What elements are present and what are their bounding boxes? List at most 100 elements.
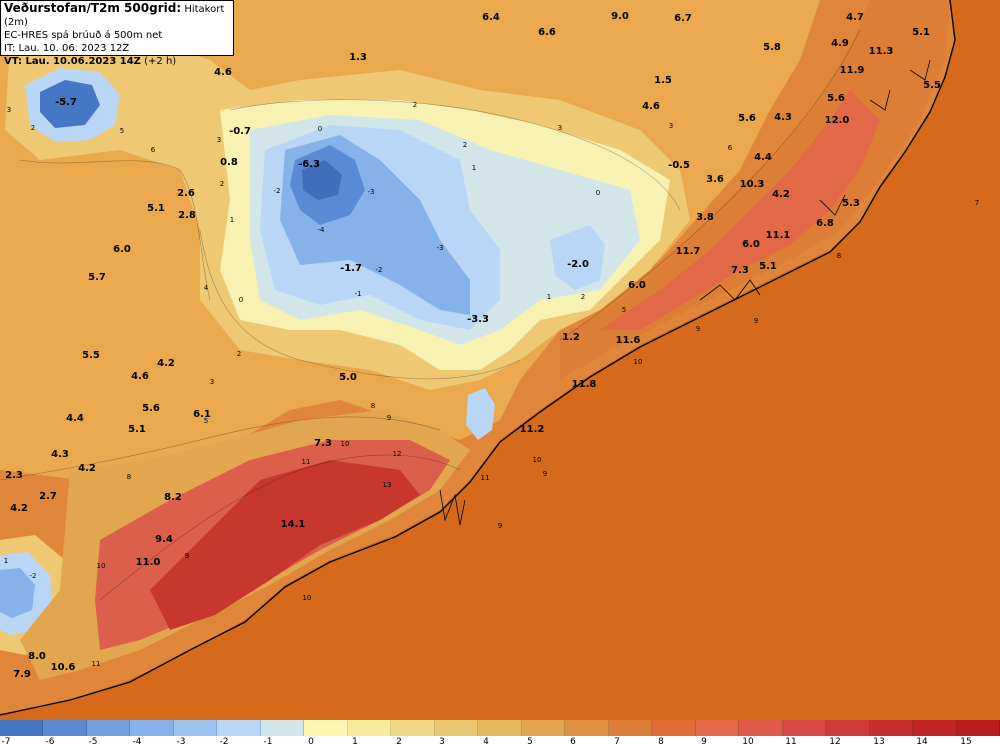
temperature-value-label: 5.7 <box>88 272 106 283</box>
legend-swatch <box>434 720 479 736</box>
isotherm-label: 8 <box>127 473 131 481</box>
sw-cold-core <box>0 568 35 618</box>
contour-lines <box>0 29 861 601</box>
info-subtitle: Hitakort (2m) <box>4 4 225 28</box>
temperature-value-label: 6.4 <box>482 12 500 23</box>
legend-bar <box>0 720 1000 736</box>
isotherm-label: 3 <box>7 106 11 114</box>
legend-swatch <box>956 720 1000 736</box>
isotherm-label: 2 <box>237 350 241 358</box>
temperature-value-label: 3.6 <box>706 174 724 185</box>
legend-swatch <box>565 720 609 736</box>
isotherm-label: 0 <box>596 189 600 197</box>
nw-cold-core <box>40 80 100 128</box>
temperature-value-label: 11.1 <box>766 230 791 241</box>
isotherm-label: 4 <box>204 284 209 292</box>
info-valid-time-line: VT: Lau. 10.06.2023 14Z (+2 h) <box>4 55 230 68</box>
legend-tick-label: -3 <box>176 737 186 747</box>
isotherm-label: 10 <box>97 562 106 570</box>
isotherm-label: 3 <box>217 136 221 144</box>
isotherm-label: 9 <box>498 522 502 530</box>
isotherm-label: 1 <box>230 216 234 224</box>
isotherm-label: 5 <box>204 417 208 425</box>
temperature-value-label: 7.3 <box>731 265 749 276</box>
legend-swatch <box>304 720 348 736</box>
temperature-value-label: 5.6 <box>827 93 845 104</box>
temperature-value-label: 4.9 <box>831 38 849 49</box>
temperature-value-label: 11.7 <box>676 246 701 257</box>
legend-tick-label: 13 <box>873 737 885 747</box>
temperature-value-label: 2.8 <box>178 210 196 221</box>
legend-swatch <box>695 720 740 736</box>
isotherm-label: 2 <box>463 141 467 149</box>
legend-tick-label: 3 <box>439 737 445 747</box>
legend-tick-label: -5 <box>88 737 98 747</box>
legend-tick-label: 11 <box>785 737 797 747</box>
isotherm-label: 11 <box>302 458 311 466</box>
legend-swatch <box>217 720 261 736</box>
color-legend: -7 -6 -5 -4 -3 -2 -1 0 1 2 3 4 5 6 7 8 9 10 11 12 13 14 15 <box>0 720 1000 748</box>
legend-swatch <box>826 720 870 736</box>
isotherm-label: 3 <box>210 378 214 386</box>
legend-tick-label: 10 <box>742 737 754 747</box>
isotherm-label: 6 <box>151 146 156 154</box>
isotherm-label: 0 <box>239 296 243 304</box>
info-title: Veðurstofan/T2m 500grid: <box>4 1 182 15</box>
temperature-value-label: 11.3 <box>869 46 894 57</box>
legend-swatch <box>130 720 174 736</box>
temperature-value-label: 4.2 <box>157 358 175 369</box>
temperature-value-label: 5.8 <box>763 42 781 53</box>
legend-ticks: -7 -6 -5 -4 -3 -2 -1 0 1 2 3 4 5 6 7 8 9 10 11 12 13 14 15 <box>0 737 1000 748</box>
legend-tick-label: 7 <box>614 737 620 747</box>
info-title-line: Veðurstofan/T2m 500grid: Hitakort (2m) <box>4 2 230 29</box>
isotherm-label: 3 <box>558 124 562 132</box>
legend-tick-label: 8 <box>658 737 664 747</box>
isotherm-label: 6 <box>728 144 733 152</box>
isotherm-label: 9 <box>543 470 547 478</box>
south-cold-spot <box>466 388 495 440</box>
temperature-value-label: 8.2 <box>164 492 182 503</box>
legend-tick-label: -7 <box>1 737 11 747</box>
isotherm-label: 11 <box>481 474 490 482</box>
legend-tick-label: 15 <box>960 737 972 747</box>
temperature-value-label: 2.3 <box>5 470 23 481</box>
legend-tick-label: -1 <box>263 737 273 747</box>
temperature-value-label: 7.3 <box>314 438 332 449</box>
temperature-value-label: -0.5 <box>668 160 690 171</box>
temperature-value-label: 4.2 <box>78 463 96 474</box>
temperature-value-label: 4.4 <box>754 152 772 163</box>
legend-swatch <box>478 720 522 736</box>
isotherm-label: 3 <box>669 122 673 130</box>
legend-tick-label: -6 <box>45 737 55 747</box>
glacier-cold-core <box>302 160 342 200</box>
temperature-value-label: 4.6 <box>642 101 660 112</box>
isotherm-label: 2 <box>220 180 224 188</box>
legend-tick-label: 6 <box>570 737 576 747</box>
temperature-value-label: 6.1 <box>193 409 211 420</box>
temperature-value-label: 1.2 <box>562 332 580 343</box>
temperature-value-label: -6.3 <box>298 159 320 170</box>
temperature-value-label: -5.7 <box>55 97 77 108</box>
isotherm-label: 9 <box>387 414 391 422</box>
temperature-value-labels: -5.7 4.6 -0.7 0.8 2.6 5.1 2.8 6.0 5.7 5.5 4.6 4.2 5.… <box>5 11 941 680</box>
temperature-value-label: 14.1 <box>281 519 306 530</box>
temperature-value-label: 4.3 <box>774 112 792 123</box>
legend-swatch <box>260 720 305 736</box>
isotherm-label: 9 <box>185 552 189 560</box>
east-fjord-warm <box>600 90 880 330</box>
legend-tick-label: -4 <box>132 737 142 747</box>
isotherm-label: 10 <box>341 440 350 448</box>
isotherm-label: 8 <box>837 252 841 260</box>
isotherm-label: 1 <box>547 293 551 301</box>
legend-swatch <box>739 720 783 736</box>
legend-swatch <box>521 720 566 736</box>
temperature-value-label: 6.7 <box>674 13 692 24</box>
isotherm-label: 5 <box>120 127 124 135</box>
temperature-value-label: 1.5 <box>654 75 672 86</box>
temperature-value-label: 4.3 <box>51 449 69 460</box>
temperature-value-label: 12.0 <box>825 115 850 126</box>
legend-tick-label: -2 <box>219 737 229 747</box>
info-valid-time: VT: Lau. 10.06.2023 14Z <box>4 56 141 67</box>
temperature-value-label: 5.5 <box>82 350 100 361</box>
